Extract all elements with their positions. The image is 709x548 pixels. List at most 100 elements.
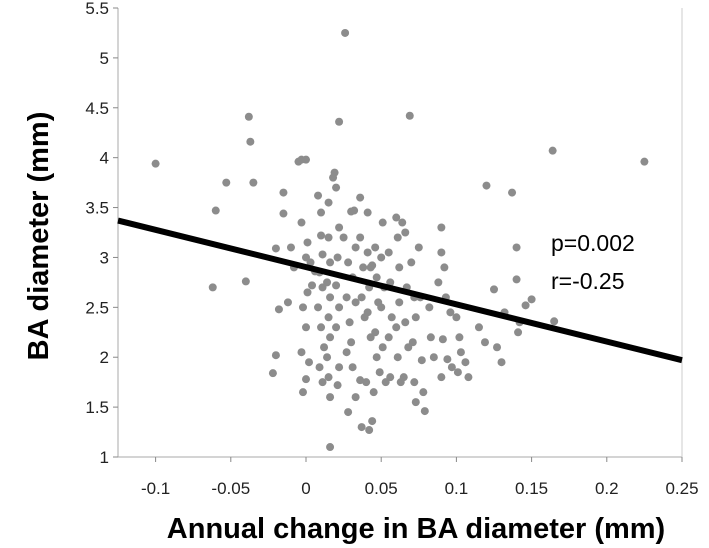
- data-point: [419, 388, 428, 397]
- data-point: [351, 243, 360, 252]
- data-point: [249, 178, 258, 187]
- data-point: [314, 303, 323, 312]
- data-point: [351, 298, 360, 307]
- data-point: [392, 213, 401, 222]
- data-point: [464, 373, 473, 382]
- y-axis-ticks: 1 1.5 2 2.5 3 3.5 4 4.5 5 5.5: [85, 0, 118, 467]
- data-point: [326, 293, 335, 302]
- data-point: [480, 338, 489, 347]
- data-point: [393, 353, 402, 362]
- data-point: [512, 275, 521, 284]
- data-point: [357, 293, 366, 302]
- y-tick-label: 4.5: [85, 99, 109, 118]
- data-point: [324, 198, 333, 207]
- data-point: [508, 188, 517, 197]
- data-point: [332, 281, 341, 290]
- y-tick-label: 1: [100, 448, 109, 467]
- data-point: [305, 358, 314, 367]
- data-point: [640, 157, 649, 166]
- data-point: [297, 218, 306, 227]
- data-point: [401, 318, 410, 327]
- data-point: [268, 369, 277, 378]
- data-point: [371, 328, 380, 337]
- data-point: [371, 243, 380, 252]
- data-point: [490, 285, 498, 294]
- data-point: [332, 323, 341, 332]
- scatter-points: [151, 28, 649, 452]
- data-point: [324, 373, 333, 382]
- data-point: [411, 313, 420, 322]
- data-point: [333, 253, 342, 262]
- y-tick-label: 3.5: [85, 199, 109, 218]
- data-point: [461, 358, 470, 367]
- x-tick-label: -0.1: [141, 479, 170, 498]
- x-tick-label: 0.05: [365, 479, 398, 498]
- data-point: [339, 233, 348, 242]
- data-point: [323, 353, 332, 362]
- data-point: [318, 378, 327, 387]
- data-point: [456, 348, 465, 357]
- data-point: [437, 223, 446, 232]
- annotation-p-value: p=0.002: [551, 230, 635, 256]
- y-tick-label: 5.5: [85, 0, 109, 18]
- data-point: [392, 323, 401, 332]
- data-point: [211, 206, 220, 215]
- data-point: [326, 258, 335, 267]
- data-point: [302, 375, 310, 384]
- data-point: [286, 243, 295, 252]
- data-point: [550, 317, 559, 326]
- data-point: [320, 343, 329, 352]
- data-point: [368, 417, 377, 426]
- data-point: [365, 426, 374, 435]
- data-point: [363, 208, 372, 217]
- data-point: [350, 206, 359, 215]
- regression-line: [117, 217, 683, 364]
- data-point: [303, 288, 312, 297]
- data-point: [306, 258, 315, 267]
- data-point: [317, 231, 326, 240]
- data-point: [384, 333, 393, 342]
- y-axis-title: BA diameter (mm): [23, 112, 55, 361]
- data-point: [324, 313, 333, 322]
- data-point: [446, 308, 455, 317]
- y-tick-label: 5: [100, 49, 109, 68]
- data-point: [378, 218, 387, 227]
- data-point: [283, 298, 292, 307]
- data-point: [335, 303, 344, 312]
- x-tick-label: 0.15: [515, 479, 548, 498]
- data-point: [332, 183, 341, 192]
- data-point: [437, 373, 446, 382]
- data-point: [440, 263, 449, 272]
- data-point: [434, 278, 443, 287]
- plot-frame: [117, 8, 683, 458]
- data-point: [527, 295, 536, 304]
- x-axis-ticks: -0.1 -0.05 0 0.05 0.1 0.15 0.2 0.25: [141, 457, 699, 498]
- data-point: [362, 378, 371, 387]
- data-point: [315, 363, 324, 372]
- x-tick-label: -0.05: [211, 479, 250, 498]
- x-tick-label: 0.25: [665, 479, 698, 498]
- data-point: [368, 261, 377, 270]
- data-point: [411, 398, 420, 407]
- data-point: [386, 373, 395, 382]
- data-point: [348, 363, 357, 372]
- data-point: [298, 303, 307, 312]
- data-point: [222, 178, 231, 187]
- data-point: [426, 333, 435, 342]
- data-point: [335, 117, 344, 126]
- data-point: [378, 343, 387, 352]
- data-point: [344, 408, 353, 417]
- data-point: [497, 358, 506, 367]
- y-tick-label: 3: [100, 248, 109, 267]
- data-point: [405, 111, 414, 120]
- data-point: [314, 191, 323, 200]
- x-tick-label: 0.2: [595, 479, 619, 498]
- data-point: [512, 243, 521, 252]
- data-point: [452, 313, 461, 322]
- data-point: [455, 333, 464, 342]
- y-tick-label: 1.5: [85, 398, 109, 417]
- data-point: [323, 278, 332, 287]
- data-point: [303, 238, 312, 247]
- data-point: [302, 155, 310, 164]
